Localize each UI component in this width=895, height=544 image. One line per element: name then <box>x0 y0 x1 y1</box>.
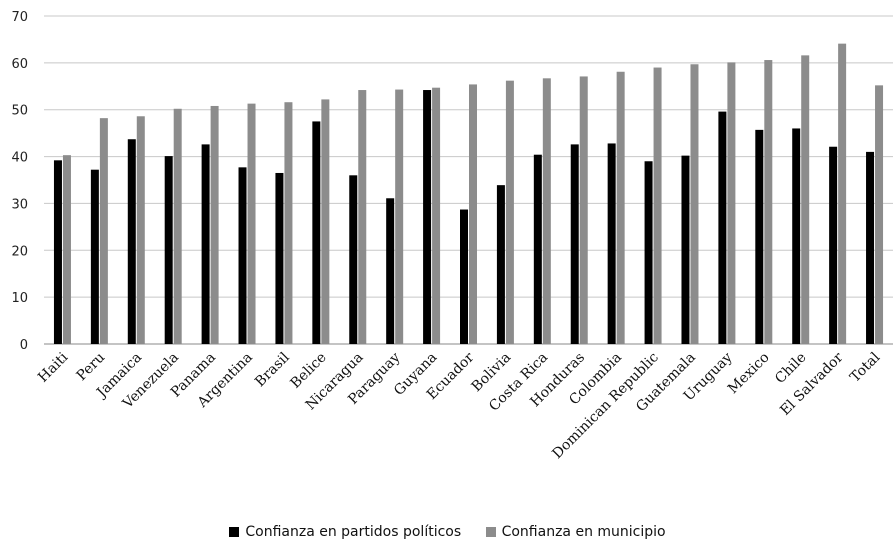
bar-partidos-1 <box>90 169 99 344</box>
bar-municipio-21 <box>838 43 847 344</box>
bar-partidos-0 <box>53 160 62 344</box>
y-tick-label: 40 <box>11 151 28 166</box>
bar-partidos-6 <box>275 172 284 344</box>
bar-partidos-4 <box>201 144 210 344</box>
x-category-label: Haiti <box>35 349 72 386</box>
bar-municipio-16 <box>653 67 662 345</box>
y-tick-label: 70 <box>11 10 28 25</box>
bar-partidos-20 <box>792 128 801 344</box>
x-category-label: Brasil <box>252 349 293 390</box>
legend-label-partidos: Confianza en partidos políticos <box>245 524 462 540</box>
bar-partidos-19 <box>755 129 764 344</box>
x-category-label: Total <box>847 349 884 386</box>
x-category-label: Peru <box>74 350 109 385</box>
bar-partidos-21 <box>829 146 838 344</box>
bar-partidos-13 <box>533 154 542 344</box>
y-tick-label: 50 <box>11 104 28 119</box>
bar-municipio-14 <box>579 76 588 345</box>
bar-municipio-4 <box>210 105 219 344</box>
bar-municipio-6 <box>284 102 293 345</box>
y-tick-label: 20 <box>11 244 28 259</box>
bar-partidos-9 <box>386 198 395 344</box>
legend-item-partidos: Confianza en partidos políticos <box>229 524 461 540</box>
bar-partidos-3 <box>164 156 173 344</box>
bar-municipio-19 <box>764 60 773 344</box>
bar-municipio-17 <box>690 64 699 345</box>
y-tick-label: 60 <box>11 57 28 72</box>
bar-municipio-15 <box>616 71 625 344</box>
bar-partidos-16 <box>644 161 653 344</box>
bar-municipio-9 <box>395 89 404 345</box>
bar-partidos-10 <box>423 90 432 344</box>
bar-municipio-18 <box>727 62 736 344</box>
legend: Confianza en partidos políticos Confianz… <box>0 524 895 541</box>
bar-partidos-18 <box>718 111 727 345</box>
bar-municipio-11 <box>469 84 477 344</box>
bar-municipio-8 <box>358 90 367 344</box>
bars <box>53 43 884 345</box>
legend-item-municipio: Confianza en municipio <box>485 524 666 540</box>
bar-partidos-17 <box>681 155 690 344</box>
bar-municipio-13 <box>542 78 551 344</box>
gridlines <box>44 15 893 345</box>
bar-partidos-14 <box>570 144 579 344</box>
bar-partidos-8 <box>349 175 358 344</box>
y-tick-label: 10 <box>11 291 28 306</box>
legend-swatch-municipio <box>485 527 496 537</box>
x-category-label: Mexico <box>725 350 773 398</box>
bar-municipio-7 <box>321 99 330 344</box>
legend-label-municipio: Confianza en municipio <box>501 524 666 540</box>
x-axis-labels: Haiti PeruJamaicaVenezuelaPanamaArgentina… <box>35 349 884 462</box>
bar-municipio-12 <box>505 80 514 345</box>
legend-swatch-partidos <box>229 527 240 537</box>
bar-partidos-5 <box>238 167 247 344</box>
bar-municipio-5 <box>247 103 256 344</box>
bar-municipio-0 <box>62 155 71 344</box>
bar-partidos-12 <box>496 185 505 344</box>
bar-municipio-20 <box>801 55 810 345</box>
bar-municipio-2 <box>136 116 145 344</box>
bar-partidos-7 <box>312 121 321 344</box>
bar-municipio-10 <box>432 87 441 344</box>
bar-partidos-22 <box>866 151 875 344</box>
y-tick-label: 0 <box>20 338 28 353</box>
bar-municipio-3 <box>173 108 182 344</box>
bar-partidos-15 <box>607 143 616 344</box>
y-tick-label: 30 <box>11 197 28 212</box>
bar-partidos-11 <box>460 209 468 344</box>
bar-municipio-1 <box>99 118 108 344</box>
y-axis-ticks: 0 10 20 30 40 50 60 70 <box>11 10 28 353</box>
bar-partidos-2 <box>127 139 136 344</box>
bar-municipio-22 <box>875 85 884 344</box>
